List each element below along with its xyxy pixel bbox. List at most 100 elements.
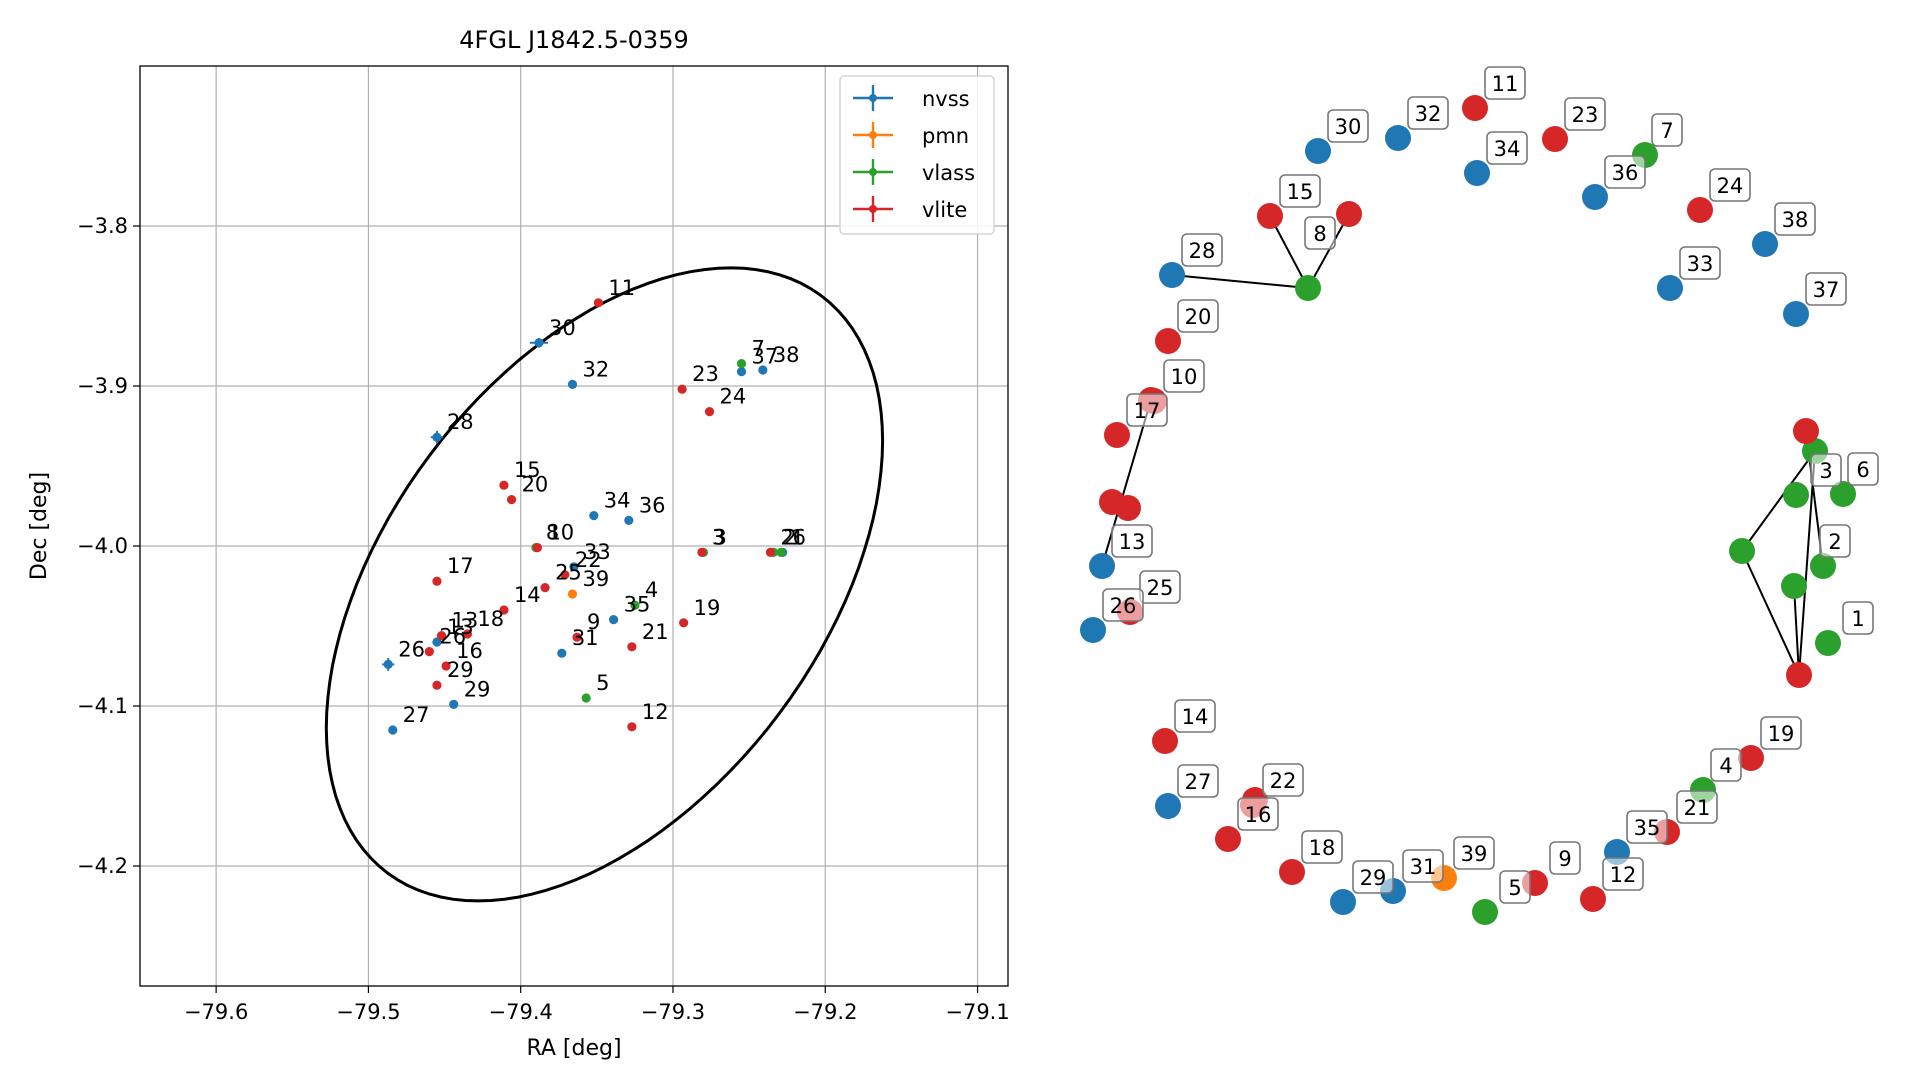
network-node [1464,160,1490,186]
point-label: 12 [642,700,669,724]
network-node-label: 11 [1492,72,1519,96]
network-label-box [1352,860,1394,894]
network-node [1155,793,1181,819]
network-node-label: 4 [1719,754,1732,778]
y-tick-label: −4.2 [77,854,128,878]
point-label: 8 [546,521,559,545]
x-tick-label: −79.4 [489,1000,553,1024]
point-vlite-16 [441,661,451,671]
point-label: 11 [608,276,635,300]
network-node-label: 1 [1851,607,1864,631]
point-label: 23 [692,362,719,386]
network-label-box [1679,246,1721,280]
network-label-box [1139,570,1181,604]
point-nvss-37 [736,367,747,377]
point-label: 36 [639,493,666,517]
network-node-label: 35 [1634,816,1661,840]
point-nvss-29 [449,699,459,710]
network-node-label: 19 [1768,722,1795,746]
point-nvss-31 [557,648,567,658]
network-node-label: 33 [1687,252,1714,276]
network-node [1783,482,1809,508]
point-vlite-11 [593,298,603,308]
network-node-label: 3 [1819,459,1832,483]
network-node-label: 38 [1782,208,1809,232]
network-label-box [1549,841,1581,875]
network-node-label: 13 [1119,530,1146,554]
network-label-box [1181,233,1223,267]
network-node [1582,184,1608,210]
point-vlite-13 [436,631,447,641]
network-node [1385,125,1411,151]
network-label-box [1301,830,1343,864]
network-label-box [1402,849,1444,883]
network-node [1729,538,1755,564]
y-axis-label: Dec [deg] [27,472,52,580]
network-labels: 1123724383733363432301582820101713252614… [1102,66,1879,904]
point-vlite-18 [462,629,473,639]
y-tick-label: −4.0 [77,534,128,558]
point-label: 26 [439,625,466,649]
y-tick-label: −4.1 [77,694,128,718]
network-node [1080,617,1106,643]
network-label-box [1774,202,1816,236]
point-label: 34 [604,489,631,513]
point-label: 6 [793,525,806,549]
network-node-label: 15 [1287,180,1314,204]
point-vlite-17 [432,576,442,586]
point-pmn-39 [567,589,578,599]
point-nvss-30 [534,338,544,348]
point-vlite-3 [697,547,707,558]
network-node-label: 18 [1309,836,1336,860]
legend-label-vlite: vlite [922,198,967,222]
error-ellipse [324,266,885,903]
point-label: 28 [447,410,474,434]
point-vlass-5 [581,693,591,703]
x-axis-ticks: −79.6 −79.5 −79.4 −79.3 −79.2 −79.1 [184,986,1010,1024]
point-label: 20 [522,473,549,497]
network-label-box [1760,716,1802,750]
network-edge [1269,215,1309,289]
network-label-box [1819,524,1851,558]
point-nvss-38 [758,365,768,375]
point-label: 32 [582,357,609,381]
point-label: 27 [403,703,430,727]
point-label: 7 [752,337,765,361]
y-axis-ticks: −3.8 −3.9 −4.0 −4.1 −4.2 [77,214,140,878]
legend-box [839,75,995,235]
network-node [1752,231,1778,257]
point-label: 9 [587,610,600,634]
plot-frame [139,65,1009,987]
network-node-label: 36 [1612,161,1639,185]
network-node [1257,203,1283,229]
network-label-box [1177,764,1219,798]
network-node [1115,495,1141,521]
legend-marker-vlite-dot [869,205,877,213]
network-node-label: 28 [1189,239,1216,263]
chart-title: 4FGL J1842.5-0359 [459,26,688,54]
network-node [1330,889,1356,915]
point-vlite-23 [677,384,687,394]
network-node-label: 25 [1147,576,1174,600]
network-label-box [1709,168,1751,202]
point-vlite-25 [540,583,550,593]
network-edge [1307,213,1350,289]
point-vlite-10 [532,543,543,553]
network-edge [1741,550,1800,676]
point-label: 15 [514,458,541,482]
point-nvss-27 [388,725,398,735]
network-node [1472,899,1498,925]
network-label-box [1327,109,1369,143]
network-node [1089,553,1115,579]
network-edge [1101,399,1152,567]
network-node [1657,275,1683,301]
point-label: 26 [398,637,425,661]
network-label-box [1499,870,1531,904]
network-node-label: 6 [1856,458,1869,482]
x-tick-label: −79.1 [945,1000,1009,1024]
point-vlite-19 [679,618,689,628]
network-node [1336,201,1362,227]
network-node [1295,275,1321,301]
legend: nvss pmn vlass vlite [839,75,995,235]
point-nvss-34 [589,510,599,521]
